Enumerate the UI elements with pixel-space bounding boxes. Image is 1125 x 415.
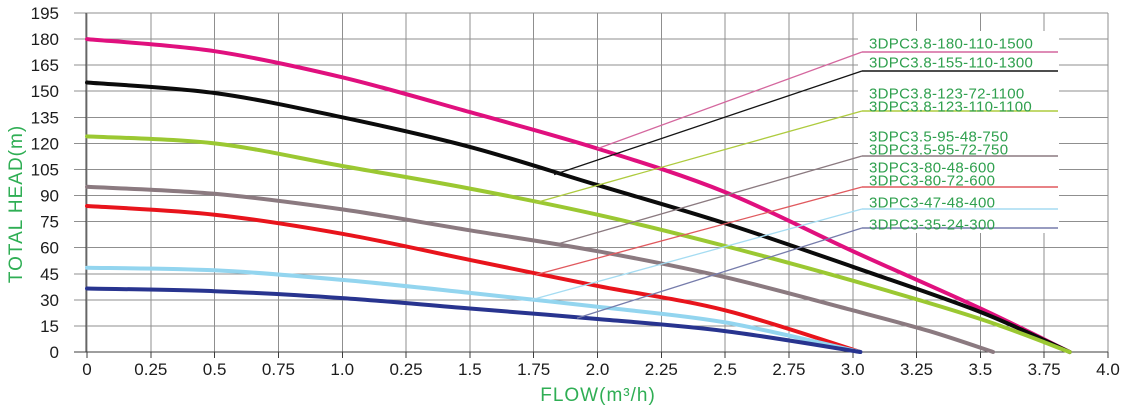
x-tick-label: 2.0 [586,360,610,379]
legend-leader-line [556,155,863,245]
legend-label: 3DPC3.8-180-110-1500 [869,36,1033,53]
legend-leader-line [536,186,863,276]
curve-series-5 [85,265,863,354]
legend-label: 3DPC3-35-24-300 [869,217,995,234]
legend-leader-line [597,51,863,150]
y-tick-label: 90 [40,187,59,206]
x-tick-label: 3.75 [1028,360,1061,379]
x-axis-title: FLOW(m³/h) [540,385,656,406]
x-tick-label: 4.0 [1096,360,1120,379]
curve-series-0 [85,37,1072,354]
y-tick-label: 180 [31,30,59,49]
x-tick-label: 0.25 [134,360,167,379]
x-tick-label: 3.25 [900,360,933,379]
y-tick-label: 150 [31,82,59,101]
y-axis-title: TOTAL HEAD(m) [6,124,27,284]
legend-label: 3DPC3-80-72-600 [869,173,995,190]
legend-mask [858,31,1059,233]
y-tick-label: 45 [40,265,59,284]
y-tick-label: 30 [40,291,59,310]
x-tick-label: 1.0 [330,360,354,379]
legend-label: 3DPC3.5-95-48-750 [869,129,1008,146]
curve-series-3 [85,184,996,354]
legend-label: 3DPC3.8-123-110-1100 [869,99,1032,116]
legend-leader-line [576,227,863,319]
x-tick-label: 3.5 [969,360,993,379]
y-tick-label: 120 [31,134,59,153]
legend-leader-line [530,208,863,301]
x-tick-label: 2.75 [772,360,805,379]
x-tick-label: 3.0 [841,360,865,379]
legend-label: 3DPC3-80-48-600 [869,160,995,177]
curve-series-4 [85,204,863,354]
x-tick-label: 1.75 [517,360,550,379]
curve-series-2 [85,134,1072,354]
x-tick-label: 2.5 [713,360,737,379]
x-tick-label: 2.25 [645,360,678,379]
y-tick-label: 75 [40,213,59,232]
y-tick-label: 60 [40,239,59,258]
legend-label: 3DPC3.8-123-72-1100 [869,86,1025,103]
x-tick-label: 0.75 [262,360,295,379]
x-tick-label: 1.5 [458,360,482,379]
legend-label: 3DPC3.5-95-72-750 [869,142,1008,159]
legend-leader-line [536,110,863,204]
curve-series-6 [85,286,863,354]
x-tick-label: 0.5 [203,360,227,379]
y-tick-label: 135 [31,108,59,127]
legend-leader-line [553,70,863,176]
y-tick-label: 15 [40,317,59,336]
x-tick-label: 0.25 [390,360,423,379]
legend-label: 3DPC3-47-48-400 [869,195,995,212]
y-tick-label: 165 [31,56,59,75]
y-tick-label: 0 [50,343,59,362]
x-tick-label: 0 [82,360,91,379]
legend-label: 3DPC3.8-155-110-1300 [869,55,1033,72]
y-tick-label: 105 [31,160,59,179]
y-tick-label: 195 [31,4,59,23]
